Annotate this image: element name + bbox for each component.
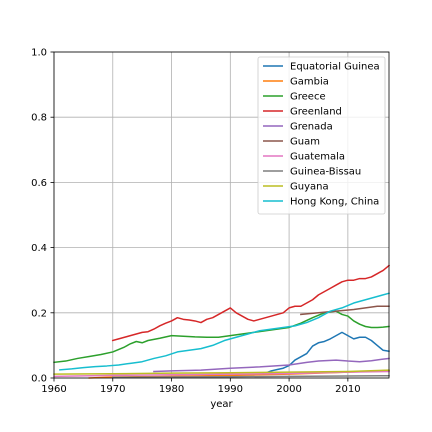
x-tick-label: 1990 — [218, 384, 243, 395]
legend-label: Guinea-Bissau — [290, 167, 361, 178]
x-axis-label: year — [210, 399, 233, 410]
axes-frame — [53, 51, 390, 379]
legend-label: Greenland — [290, 107, 342, 118]
series-line — [112, 374, 390, 379]
y-tick-label: 0.2 — [31, 308, 47, 319]
legend-label: Guyana — [290, 182, 329, 193]
x-tick-label: 2010 — [335, 384, 360, 395]
x-tick-label: 1960 — [41, 384, 66, 395]
series-line — [258, 331, 390, 376]
axis-ticks: 1960 1970 1980 1990 2000 2010 0.0 0.2 0.4 0.6 0.8 1… — [31, 48, 360, 396]
legend-label: Gambia — [290, 77, 329, 88]
x-tick-label: 2000 — [276, 384, 301, 395]
legend-label: Equatorial Guinea — [290, 62, 380, 73]
y-tick-label: 0.4 — [31, 243, 47, 254]
series-line — [59, 292, 390, 371]
legend-label: Grenada — [290, 122, 333, 133]
y-tick-label: 1.0 — [31, 48, 47, 59]
series-line — [153, 357, 390, 373]
series-line — [53, 369, 390, 375]
legend-label: Greece — [290, 92, 326, 103]
series-line — [300, 305, 390, 316]
x-tick-label: 1970 — [100, 384, 125, 395]
y-tick-label: 0.8 — [31, 113, 47, 124]
x-tick-label: 1980 — [159, 384, 184, 395]
legend-box — [257, 56, 386, 215]
legend: Equatorial Guinea Gambia Greece Greenland Gr… — [257, 56, 386, 215]
legend-label: Hong Kong, China — [290, 197, 379, 208]
series-lines — [53, 264, 391, 379]
series-line — [53, 310, 390, 364]
legend-label: Guam — [290, 137, 320, 148]
series-line — [111, 264, 391, 342]
y-tick-label: 0.0 — [31, 374, 47, 385]
legend-label: Guatemala — [290, 152, 345, 163]
y-tick-label: 0.6 — [31, 178, 47, 189]
